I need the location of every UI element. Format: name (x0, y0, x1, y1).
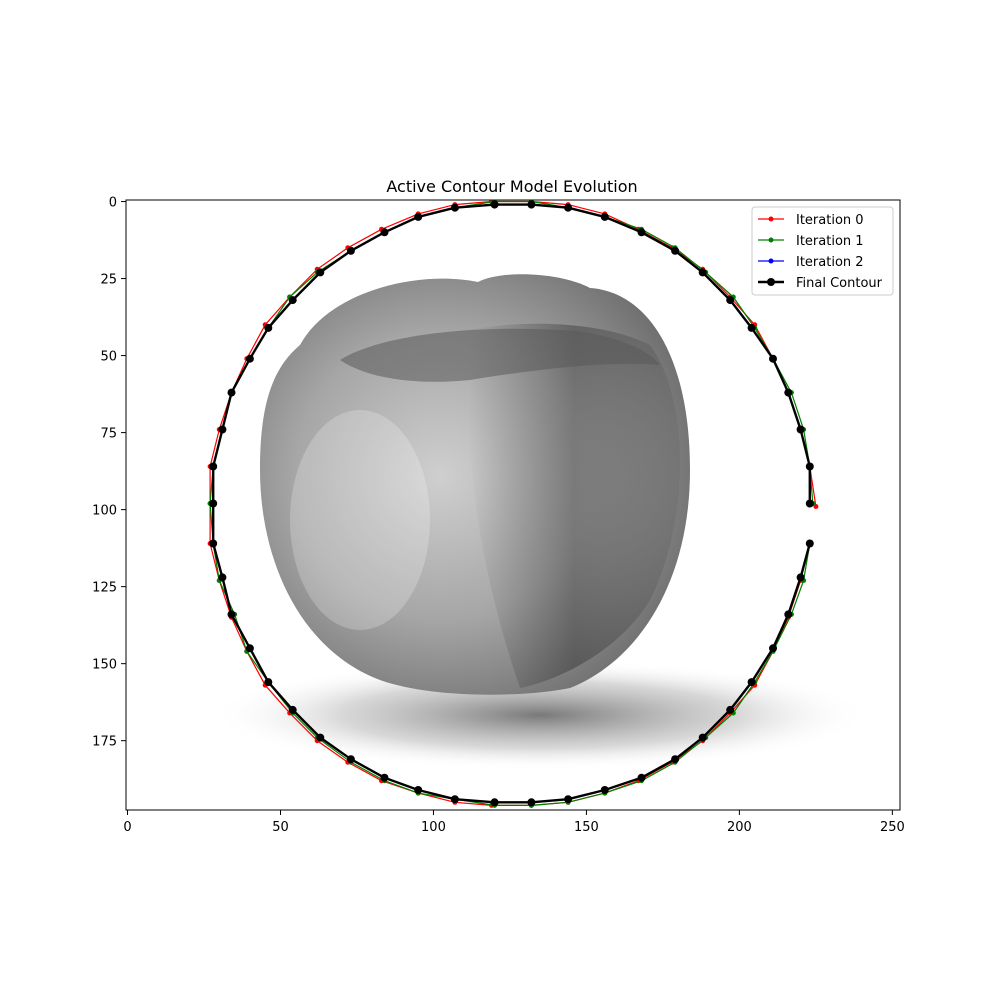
x-tick-label: 150 (574, 820, 599, 835)
data-point (245, 644, 254, 653)
data-point (769, 354, 777, 363)
data-point (450, 795, 459, 804)
data-point (637, 773, 646, 782)
legend-entry: Iteration 1 (758, 234, 864, 249)
apple-dark-side (468, 323, 680, 688)
legend-entry: Iteration 2 (758, 255, 864, 270)
apple-shadow (210, 660, 870, 770)
data-point (316, 733, 325, 742)
data-point (796, 573, 805, 582)
data-point (218, 573, 227, 582)
y-tick-label: 75 (100, 427, 117, 442)
data-point (527, 200, 536, 209)
apple-highlight (290, 410, 430, 630)
data-point (726, 705, 735, 714)
data-point (564, 203, 573, 212)
legend: Iteration 0 Iteration 1 Iteration 2 Final C… (751, 206, 894, 296)
data-point (784, 610, 793, 619)
legend-marker (768, 258, 774, 264)
data-point (380, 773, 389, 782)
data-point (450, 203, 459, 212)
data-point (227, 610, 236, 619)
x-tick-label: 200 (727, 820, 752, 835)
data-point (209, 499, 218, 508)
y-tick-label: 100 (92, 504, 117, 519)
data-point (769, 644, 777, 653)
series-line (209, 200, 814, 807)
y-tick-label: 25 (100, 273, 117, 288)
plot-area (125, 199, 901, 811)
data-point (805, 539, 814, 548)
data-point (264, 678, 273, 687)
data-point (490, 200, 499, 209)
legend-marker (768, 216, 774, 222)
data-point (346, 755, 355, 764)
chart-title: Active Contour Model Evolution (386, 177, 637, 196)
y-axis: 0 25 50 75 100 125 150 175 (92, 196, 126, 750)
legend-entries: Iteration 0 Iteration 1 Iteration 2 Final C… (758, 213, 883, 291)
data-point (747, 323, 756, 332)
plot-frame (125, 199, 901, 811)
legend-label: Iteration 0 (796, 213, 864, 228)
data-point (288, 705, 297, 714)
x-tick-label: 50 (272, 820, 289, 835)
data-point (245, 354, 254, 363)
legend-entry: Iteration 0 (758, 213, 864, 228)
series-final-contour (209, 200, 814, 807)
legend-label: Iteration 2 (796, 255, 864, 270)
y-tick-label: 0 (109, 196, 117, 211)
data-point (346, 246, 355, 255)
data-point (747, 678, 756, 687)
data-point (805, 462, 814, 471)
data-point (726, 296, 735, 305)
x-tick-label: 100 (421, 820, 446, 835)
y-tick-label: 125 (92, 581, 117, 596)
data-point (209, 539, 218, 548)
legend-marker (767, 278, 775, 286)
data-point (316, 268, 325, 277)
series-line (211, 203, 811, 804)
data-point (671, 755, 680, 764)
data-point (209, 462, 218, 471)
data-point (490, 798, 499, 807)
y-tick-label: 150 (92, 658, 117, 673)
data-point (637, 228, 646, 237)
data-point (380, 228, 389, 237)
data-point (414, 786, 423, 794)
data-point (288, 296, 297, 305)
data-point (564, 795, 573, 804)
y-tick-label: 175 (92, 735, 117, 750)
x-tick-label: 250 (880, 820, 905, 835)
x-axis: 0 50 100 150 200 250 (123, 810, 905, 835)
data-point (218, 425, 227, 434)
data-point (227, 388, 236, 397)
legend-label: Final Contour (796, 276, 883, 291)
legend-entry: Final Contour (758, 276, 883, 291)
data-point (600, 212, 609, 221)
legend-label: Iteration 1 (796, 234, 864, 249)
y-tick-label: 50 (100, 350, 117, 365)
legend-box (751, 206, 894, 296)
apple-image (210, 274, 870, 770)
data-point (527, 798, 536, 807)
data-point (414, 212, 423, 221)
data-point (600, 786, 609, 794)
series-layer (207, 200, 819, 808)
data-point (796, 425, 805, 434)
apple-stem-cavity (340, 328, 660, 382)
data-point (805, 499, 814, 508)
x-tick-label: 0 (123, 820, 131, 835)
data-point (264, 323, 273, 332)
data-point (698, 268, 707, 277)
data-point (784, 388, 793, 397)
legend-marker (768, 237, 774, 243)
data-point (813, 504, 819, 509)
data-point (698, 733, 707, 742)
data-point (671, 246, 680, 255)
